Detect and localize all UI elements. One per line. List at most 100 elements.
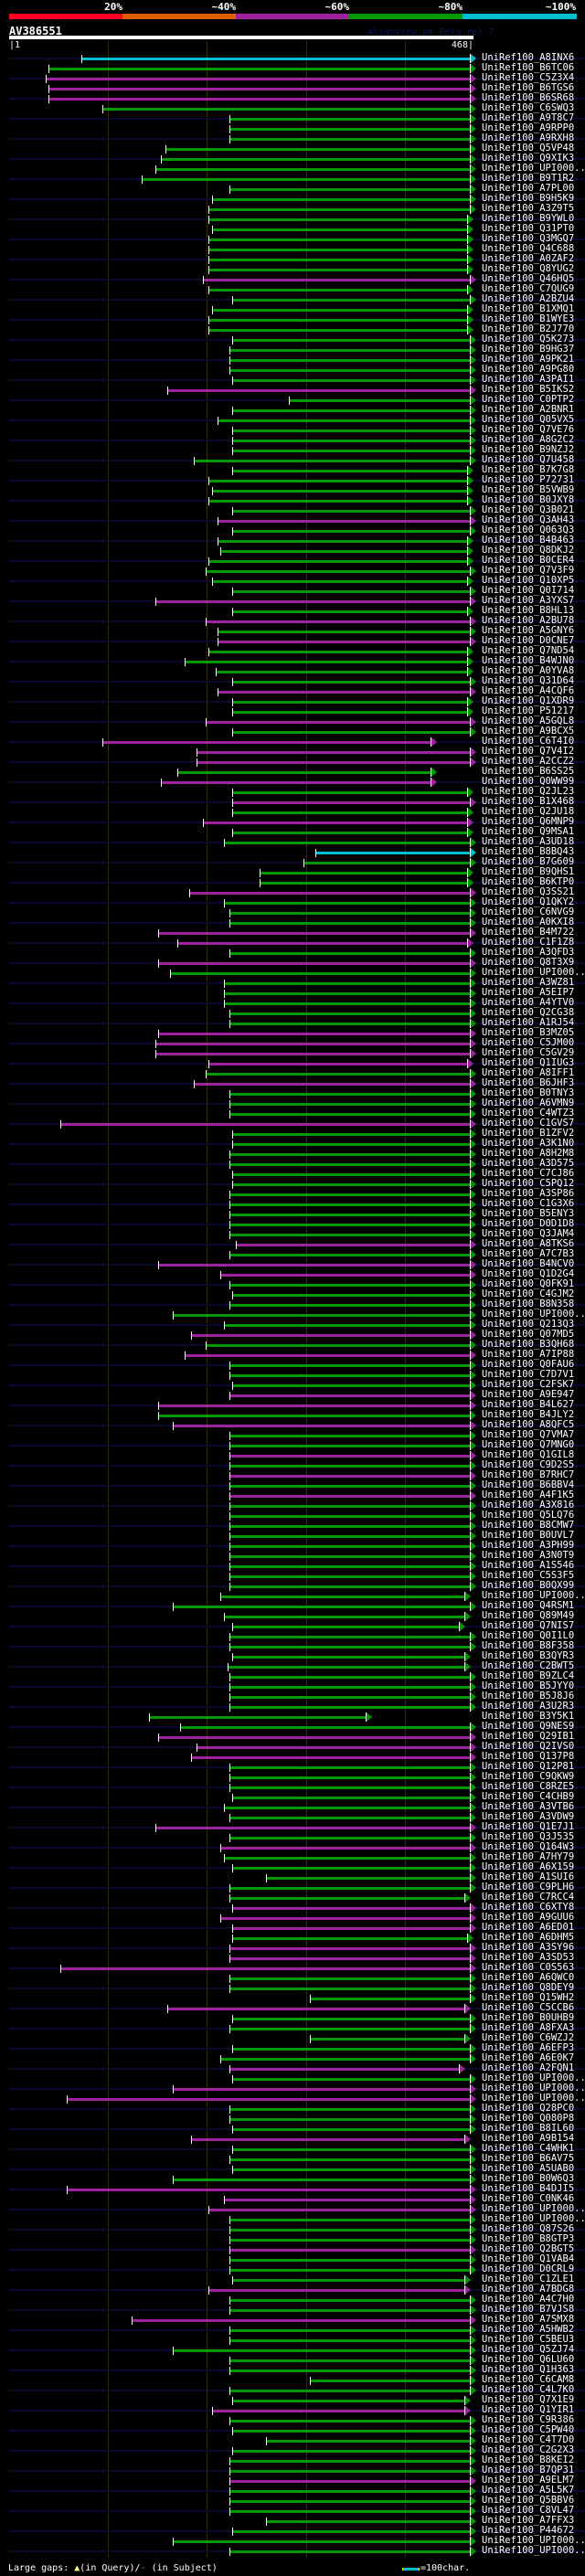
hit-label[interactable]: UniRef100_B7RHC7 — [482, 1469, 575, 1480]
alignment-bar[interactable] — [232, 1132, 471, 1136]
alignment-bar[interactable] — [224, 1806, 471, 1809]
hit-label[interactable]: UniRef100_A2FQN1 — [482, 2062, 575, 2073]
hit-label[interactable]: UniRef100_Q3MGQ7 — [482, 233, 575, 244]
alignment-bar[interactable] — [229, 2107, 471, 2111]
alignment-bar[interactable] — [176, 941, 468, 945]
hit-label[interactable]: UniRef100_A4YTV0 — [482, 997, 575, 1008]
alignment-bar[interactable] — [208, 288, 468, 292]
hit-label[interactable]: UniRef100_A9RPP0 — [482, 122, 575, 133]
hit-label[interactable]: UniRef100_B9NZJ2 — [482, 444, 575, 455]
alignment-bar[interactable] — [232, 1383, 471, 1387]
hit-label[interactable]: UniRef100_Q213Q3 — [482, 1319, 575, 1330]
alignment-bar[interactable] — [229, 1514, 471, 1518]
alignment-bar[interactable] — [229, 1373, 471, 1377]
alignment-bar[interactable] — [229, 2338, 471, 2342]
hit-label[interactable]: UniRef100_A5GQL8 — [482, 716, 575, 726]
alignment-bar[interactable] — [154, 167, 471, 171]
alignment-bar[interactable] — [229, 1474, 471, 1478]
hit-label[interactable]: UniRef100_B6BBV4 — [482, 1479, 575, 1490]
alignment-bar[interactable] — [208, 1062, 468, 1065]
alignment-bar[interactable] — [141, 177, 471, 181]
hit-label[interactable]: UniRef100_Q2CG38 — [482, 1007, 575, 1018]
alignment-bar[interactable] — [229, 2359, 471, 2362]
alignment-bar[interactable] — [229, 2298, 471, 2302]
hit-label[interactable]: UniRef100_Q7VE76 — [482, 424, 575, 435]
hit-label[interactable]: UniRef100_A2CCZ2 — [482, 756, 575, 767]
alignment-bar[interactable] — [229, 2389, 471, 2392]
alignment-bar[interactable] — [229, 911, 471, 915]
alignment-bar[interactable] — [229, 2419, 471, 2422]
alignment-bar[interactable] — [217, 640, 471, 643]
hit-label[interactable]: UniRef100_Q9MSA1 — [482, 826, 575, 837]
alignment-bar[interactable] — [229, 2238, 471, 2242]
alignment-bar[interactable] — [229, 1544, 471, 1548]
alignment-bar[interactable] — [229, 1092, 471, 1096]
hit-label[interactable]: UniRef100_Q1QKY2 — [482, 896, 575, 907]
hit-label[interactable]: UniRef100_A3PAI1 — [482, 374, 575, 385]
alignment-bar[interactable] — [229, 2308, 471, 2312]
alignment-bar[interactable] — [229, 1193, 471, 1196]
hit-label[interactable]: UniRef100_Q080P8 — [482, 2113, 575, 2124]
hit-label[interactable]: UniRef100_C5BEU3 — [482, 2334, 575, 2345]
alignment-bar[interactable] — [212, 228, 468, 231]
alignment-bar[interactable] — [60, 1122, 471, 1126]
alignment-bar[interactable] — [229, 1685, 471, 1689]
hit-label[interactable]: UniRef100_A2BU78 — [482, 615, 575, 626]
alignment-bar[interactable] — [260, 871, 468, 875]
hit-label[interactable]: UniRef100_Q10XP5 — [482, 575, 575, 586]
hit-label[interactable]: UniRef100_Q8T3X9 — [482, 957, 575, 968]
alignment-bar[interactable] — [229, 2258, 471, 2262]
hit-label[interactable]: UniRef100_Q2JU18 — [482, 806, 575, 817]
hit-label[interactable]: UniRef100_B5VWB9 — [482, 484, 575, 495]
alignment-bar[interactable] — [236, 1243, 471, 1246]
alignment-bar[interactable] — [229, 2218, 471, 2221]
alignment-bar[interactable] — [232, 2278, 464, 2282]
hit-label[interactable]: UniRef100_B0CER4 — [482, 555, 575, 566]
hit-label[interactable]: UniRef100_C5GV29 — [482, 1047, 575, 1058]
alignment-bar[interactable] — [217, 419, 471, 422]
alignment-bar[interactable] — [185, 660, 468, 663]
hit-label[interactable]: UniRef100_B6SR68 — [482, 92, 575, 103]
alignment-bar[interactable] — [229, 1896, 464, 1900]
hit-label[interactable]: UniRef100_A3K1N0 — [482, 1138, 575, 1149]
alignment-bar[interactable] — [229, 1786, 471, 1789]
hit-label[interactable]: UniRef100_A3PH99 — [482, 1540, 575, 1551]
hit-label[interactable]: UniRef100_C0S563 — [482, 1962, 575, 1973]
alignment-bar[interactable] — [229, 1574, 471, 1578]
alignment-bar[interactable] — [229, 2268, 471, 2272]
alignment-bar[interactable] — [314, 851, 471, 854]
alignment-bar[interactable] — [154, 1042, 471, 1045]
hit-label[interactable]: UniRef100_B4JLY2 — [482, 1409, 575, 1420]
hit-label[interactable]: UniRef100_Q1XDR9 — [482, 695, 575, 706]
alignment-bar[interactable] — [173, 1424, 471, 1427]
hit-label[interactable]: UniRef100_Q0FAU6 — [482, 1359, 575, 1370]
hit-label[interactable]: UniRef100_C0PTP2 — [482, 394, 575, 405]
alignment-bar[interactable] — [217, 519, 471, 523]
hit-label[interactable]: UniRef100_A8INX6 — [482, 52, 575, 63]
alignment-bar[interactable] — [232, 1182, 471, 1186]
hit-label[interactable]: UniRef100_Q2IVS0 — [482, 1741, 575, 1752]
alignment-bar[interactable] — [208, 479, 468, 482]
alignment-bar[interactable] — [208, 2208, 471, 2211]
hit-label[interactable]: UniRef100_A6QWC0 — [482, 1972, 575, 1983]
hit-label[interactable]: UniRef100_C0NK46 — [482, 2193, 575, 2204]
hit-label[interactable]: UniRef100_UPI000.. — [482, 163, 585, 174]
hit-label[interactable]: UniRef100_A6VMN9 — [482, 1097, 575, 1108]
alignment-bar[interactable] — [229, 117, 471, 121]
alignment-bar[interactable] — [229, 1203, 471, 1206]
alignment-bar[interactable] — [229, 2369, 471, 2372]
hit-label[interactable]: UniRef100_UPI000.. — [482, 2213, 585, 2224]
alignment-bar[interactable] — [208, 217, 468, 221]
alignment-bar[interactable] — [232, 509, 471, 513]
alignment-bar[interactable] — [229, 2479, 471, 2483]
alignment-bar[interactable] — [232, 1796, 471, 1799]
hit-label[interactable]: UniRef100_P44672 — [482, 2525, 575, 2536]
hit-label[interactable]: UniRef100_Q5ZJ74 — [482, 2344, 575, 2355]
hit-label[interactable]: UniRef100_UPI000.. — [482, 2083, 585, 2094]
hit-label[interactable]: UniRef100_B0TNY3 — [482, 1087, 575, 1098]
alignment-bar[interactable] — [208, 258, 468, 261]
alignment-bar[interactable] — [232, 378, 471, 382]
hit-label[interactable]: UniRef100_A3D575 — [482, 1158, 575, 1169]
hit-label[interactable]: UniRef100_C5Z3X4 — [482, 72, 575, 83]
hit-label[interactable]: UniRef100_A7IP88 — [482, 1349, 575, 1360]
